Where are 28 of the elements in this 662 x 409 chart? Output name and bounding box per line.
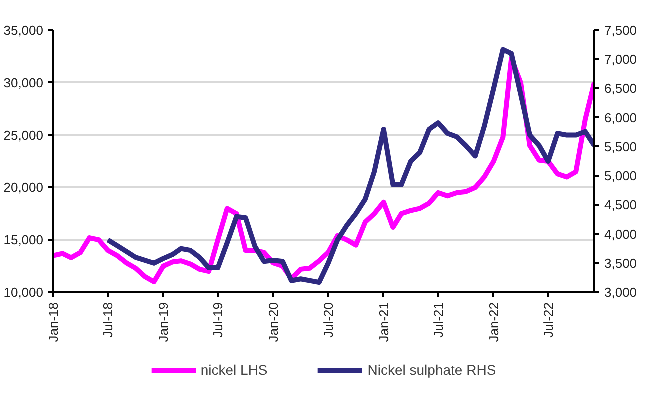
x-tick-label: Jan-21 <box>376 302 392 342</box>
y-tick-label: 35,000 <box>4 23 44 38</box>
y2-tick-label: 4,500 <box>604 198 638 213</box>
y2-tick-label: 5,500 <box>604 139 638 154</box>
y2-tick-label: 6,500 <box>604 81 638 96</box>
legend-label: nickel LHS <box>200 362 268 378</box>
x-tick-label: Jan-20 <box>266 302 282 342</box>
legend-label: Nickel sulphate RHS <box>368 362 496 378</box>
y2-tick-label: 3,000 <box>604 285 638 300</box>
x-tick-label: Jan-22 <box>486 302 502 342</box>
x-tick-label: Jul-18 <box>100 302 116 338</box>
y2-tick-label: 3,500 <box>604 256 638 271</box>
y2-tick-label: 7,000 <box>604 52 638 68</box>
y2-tick-label: 7,500 <box>604 23 638 38</box>
x-tick-label: Jan-18 <box>46 302 61 342</box>
y-tick-label: 10,000 <box>4 285 44 300</box>
y2-tick-label: 4,000 <box>604 226 638 242</box>
y2-tick-label: 6,000 <box>604 110 638 126</box>
x-tick-label: Jan-19 <box>156 302 172 342</box>
y2-tick-label: 5,000 <box>604 168 638 184</box>
x-tick-label: Jul-19 <box>210 302 226 338</box>
x-tick-label: Jul-21 <box>430 302 446 338</box>
y-tick-label: 25,000 <box>4 128 44 143</box>
x-tick-label: Jul-20 <box>320 302 336 338</box>
y-tick-label: 20,000 <box>4 180 44 196</box>
x-tick-label: Jul-22 <box>540 302 556 338</box>
y-tick-label: 15,000 <box>4 232 44 248</box>
y-tick-label: 30,000 <box>4 75 44 90</box>
